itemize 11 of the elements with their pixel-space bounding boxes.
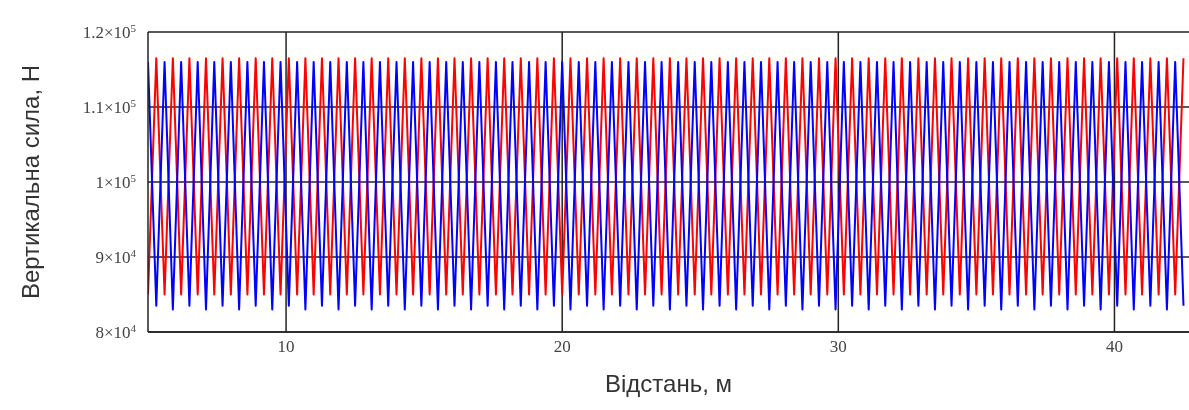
x-tick-label: 10 [277, 337, 295, 357]
x-axis-title: Відстань, м [604, 370, 733, 397]
y-tick-label: 1.2×10$^{5}$ [82, 22, 137, 42]
y-tick-label: 9×10$^{4}$ [95, 247, 137, 267]
y-tick-label: 8×10$^{4}$ [95, 322, 137, 342]
x-tick-label: 20 [553, 337, 571, 357]
x-tick-label: 40 [1105, 337, 1123, 357]
y-axis-title: Вертикальна сила, Н [16, 64, 44, 300]
y-tick-label: 1.1×10$^{5}$ [82, 97, 137, 117]
y-tick-label: 1×10$^{5}$ [95, 172, 137, 192]
x-tick-label: 30 [829, 337, 847, 357]
